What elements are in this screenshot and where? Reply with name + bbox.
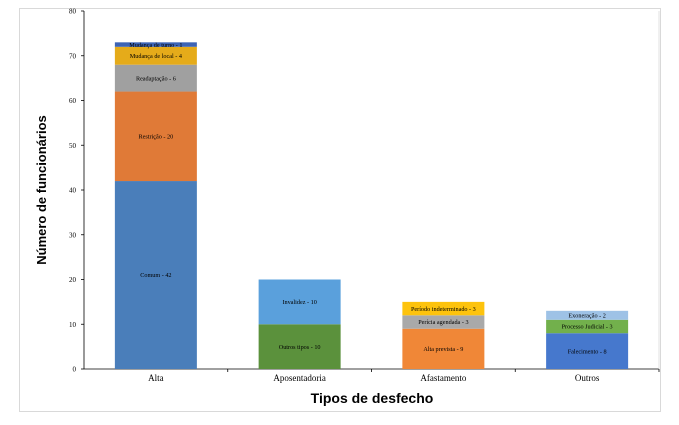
segment-label: Alta prevista - 9 <box>423 346 463 353</box>
bar-group: Outros tipos - 10 Invalidez - 10 <box>258 279 341 369</box>
y-tick-label: 30 <box>69 231 77 239</box>
segment-label: Período indeterminado - 3 <box>411 306 476 313</box>
bar-segment <box>546 319 629 334</box>
bar-segment <box>402 328 485 369</box>
bar-segment <box>402 301 485 316</box>
x-axis-title: Tipos de desfecho <box>311 390 434 406</box>
y-axis-title: Número de funcionários <box>34 115 49 265</box>
bar-segment <box>114 91 197 182</box>
segment-label: Processo Judicial - 3 <box>562 324 613 331</box>
bar-segment <box>546 310 629 320</box>
segment-label: Comum - 42 <box>140 272 171 279</box>
x-tick-label: Alta <box>148 373 164 383</box>
bar-segment <box>114 64 197 92</box>
bar-segment <box>114 181 197 369</box>
y-tick-label: 0 <box>73 366 77 374</box>
segment-label: Restrição - 20 <box>139 134 174 141</box>
bar-segment <box>258 324 341 369</box>
bar-segment <box>114 46 197 65</box>
segment-label: Mudança de local - 4 <box>130 53 182 60</box>
segment-label: Invalidez - 10 <box>282 299 316 306</box>
y-tick-label: 40 <box>69 187 77 195</box>
y-tick-label: 20 <box>69 276 77 284</box>
x-tick-label: Afastamento <box>420 373 466 383</box>
x-tick-label: Outros <box>575 373 600 383</box>
y-tick-label: 60 <box>69 97 77 105</box>
segment-label: Perícia agendada - 3 <box>418 319 468 326</box>
segment-label: Mudança de turno - 1 <box>129 42 182 49</box>
segment-label: Falecimento - 8 <box>568 348 607 355</box>
y-tick-label: 70 <box>69 52 77 60</box>
bar-group: Alta prevista - 9 Perícia agendada - 3 Per… <box>402 301 485 369</box>
bar-segment <box>258 279 341 325</box>
y-tick-label: 80 <box>69 8 77 16</box>
bar-segment <box>546 333 629 369</box>
segment-label: Readaptação - 6 <box>136 75 176 82</box>
y-tick-label: 50 <box>69 142 77 150</box>
bar-segment <box>402 315 485 329</box>
bar-group: Falecimento - 8 Processo Judicial - 3 Exon… <box>546 310 629 369</box>
bars: Comum - 42 Restrição - 20 Readaptação - 6 M… <box>114 42 629 369</box>
bar-segment <box>114 42 197 47</box>
segment-label: Outros tipos - 10 <box>279 344 321 351</box>
y-tick-label: 10 <box>69 321 77 329</box>
x-tick-label: Aposentadoria <box>273 373 325 383</box>
segment-label: Exoneração - 2 <box>568 313 605 320</box>
bar-group: Comum - 42 Restrição - 20 Readaptação - 6 M… <box>114 42 197 369</box>
